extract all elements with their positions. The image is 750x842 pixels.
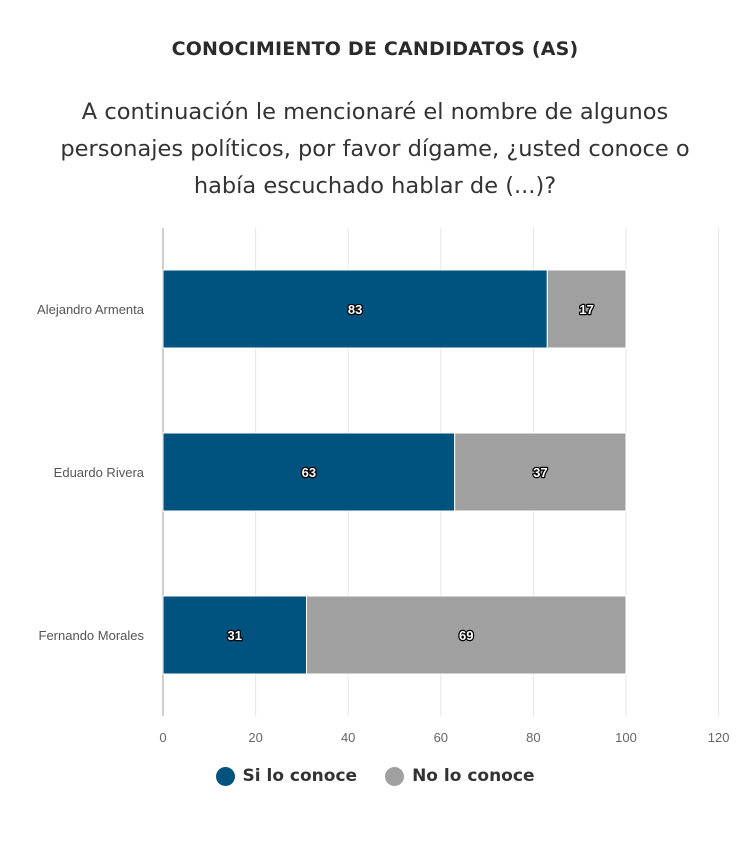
x-tick-label-0: 0 [159,730,166,745]
bar-si-0[interactable] [162,269,548,349]
subtitle-line-2: personajes políticos, por favor dígame, … [60,136,690,162]
data-label-si-1: 63 [302,465,316,480]
data-label-no-2: 69 [459,628,473,643]
subtitle-line-3: había escuchado hablar de (...)? [193,173,557,199]
legend-swatch-no [385,766,405,786]
chart-title: CONOCIMIENTO DE CANDIDATOS (AS) [171,38,579,60]
data-label-si-2: 31 [228,628,242,643]
bar-no-1[interactable] [454,432,627,512]
x-tick-label-20: 20 [248,730,262,745]
legend: Si lo conoce No lo conoce [0,766,750,786]
x-tick-label-120: 120 [708,730,730,745]
data-label-no-1: 37 [533,465,547,480]
category-labels: Alejandro Armenta Eduardo Rivera Fernando … [37,302,145,643]
bars [162,269,627,675]
legend-swatch-si [215,766,235,786]
legend-item-si[interactable]: Si lo conoce [215,766,358,786]
bar-no-0[interactable] [546,269,627,349]
category-label-0: Alejandro Armenta [37,302,145,317]
stacked-bar-chart: 0 20 40 60 80 100 120 Alejandro Armenta Eduardo… [37,228,729,745]
category-label-1: Eduardo Rivera [54,465,145,480]
legend-item-no[interactable]: No lo conoce [385,766,534,786]
bar-si-1[interactable] [162,432,456,512]
x-axis: 0 20 40 60 80 100 120 [159,730,729,745]
x-tick-label-40: 40 [341,730,355,745]
data-labels: 83 17 63 37 31 69 [226,301,595,645]
legend-label-si: Si lo conoce [242,766,358,786]
category-label-2: Fernando Morales [39,628,145,643]
x-tick-label-60: 60 [434,730,448,745]
x-tick-label-100: 100 [615,730,637,745]
data-label-no-0: 17 [579,302,593,317]
data-label-si-0: 83 [348,302,362,317]
subtitle-line-1: A continuación le mencionaré el nombre d… [81,99,669,125]
x-tick-label-80: 80 [526,730,540,745]
chart-subtitle: A continuación le mencionaré el nombre d… [40,94,710,205]
legend-label-no: No lo conoce [412,766,535,786]
bar-si-2[interactable] [162,595,308,675]
bar-no-2[interactable] [306,595,627,675]
